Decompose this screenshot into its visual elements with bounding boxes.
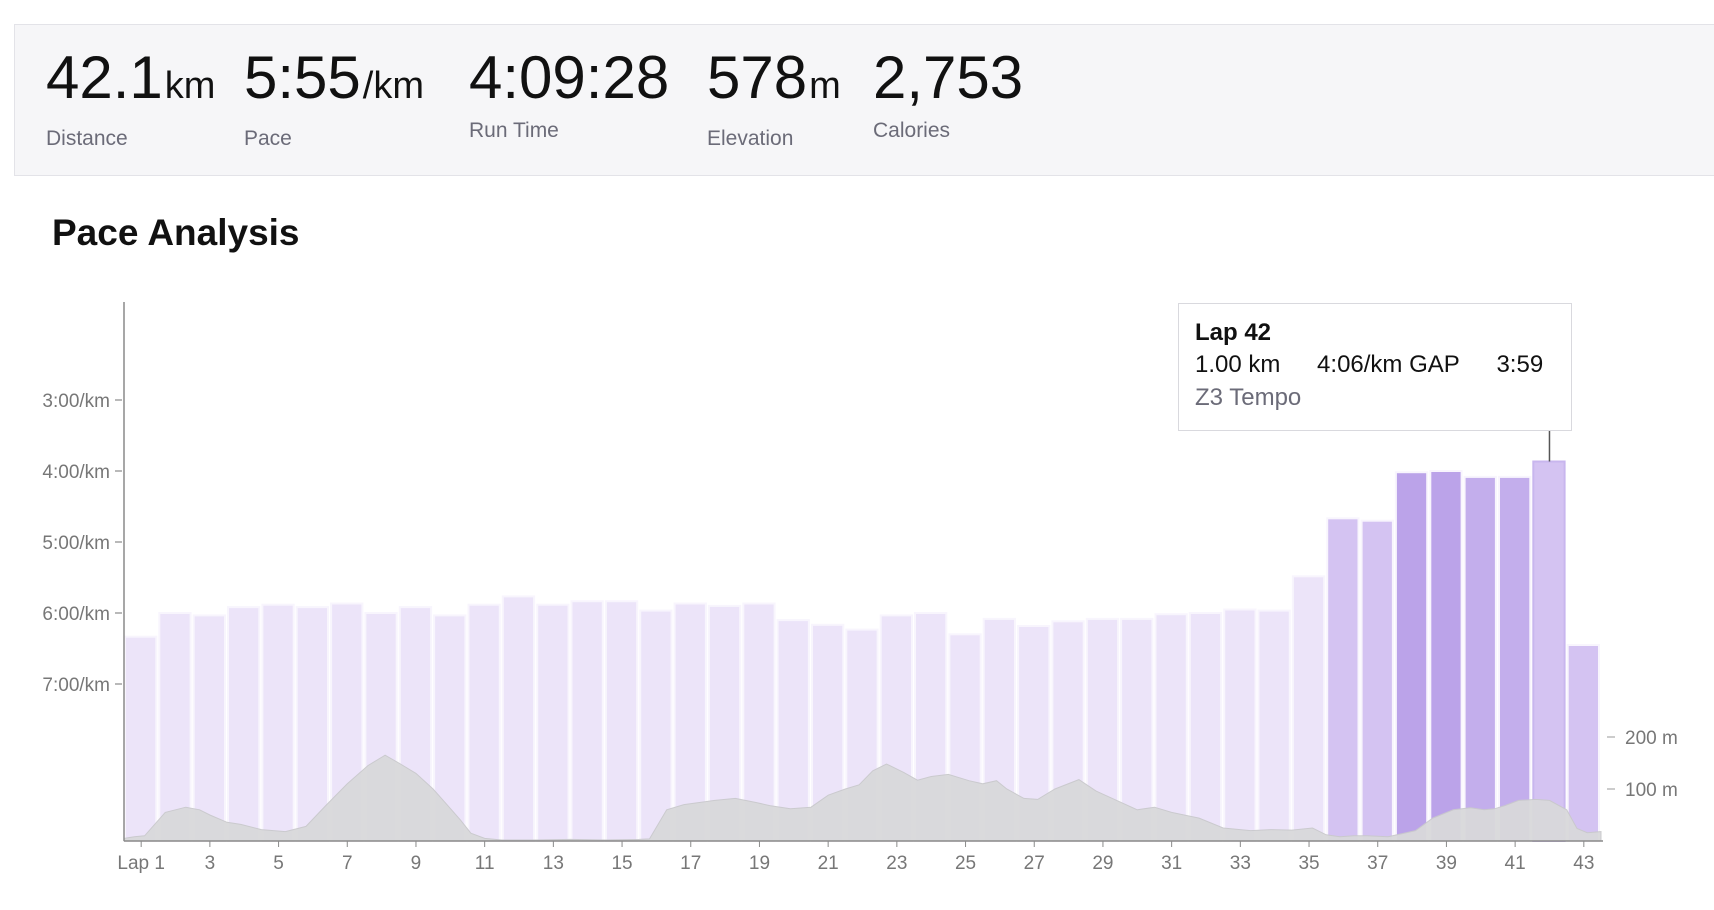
pace-bar-37[interactable] (1360, 519, 1394, 842)
pace-bar-6[interactable] (295, 606, 330, 842)
x-tick-label: 3 (205, 853, 216, 874)
x-tick-label: 39 (1436, 853, 1457, 874)
pace-bar-30[interactable] (1120, 617, 1154, 842)
pace-chart[interactable]: 3:00/km 4:00/km 5:00/km 6:00/km 7:00/km Lap 1… (0, 290, 1714, 900)
x-tick-label: 9 (411, 853, 422, 874)
x-tick-label: 19 (749, 853, 770, 874)
x-tick-label: 25 (955, 853, 976, 874)
stat-calories-label: Calories (873, 119, 951, 142)
x-tick-label: 43 (1573, 853, 1594, 874)
x-tick-label: 13 (543, 853, 564, 874)
stat-elevation-unit: m (809, 65, 841, 107)
stat-pace-value: 5:55 (244, 44, 361, 111)
stats-bar: 42.1km Distance 5:55/km Pace 4:09:28 Run… (14, 24, 1714, 176)
x-tick-label: 29 (1092, 853, 1113, 874)
stat-distance-value: 42.1 (46, 44, 163, 111)
tooltip-title: Lap 42 (1195, 319, 1272, 346)
x-tick-label: 17 (680, 853, 701, 874)
x-tick-label: 5 (273, 853, 284, 874)
stat-elevation: 578m Elevation (707, 45, 841, 151)
pace-bar-32[interactable] (1188, 612, 1223, 842)
y-tick-label: 3:00/km (42, 391, 110, 412)
stat-pace-unit: /km (362, 65, 424, 107)
stat-run-time-value: 4:09:28 (469, 44, 670, 111)
pace-bar-16[interactable] (639, 609, 673, 842)
x-tick-label: 7 (342, 853, 353, 874)
pace-bar-38[interactable] (1394, 471, 1429, 842)
pace-bar-39[interactable] (1429, 470, 1463, 842)
stat-pace-label: Pace (244, 127, 292, 150)
pace-bar-17[interactable] (673, 602, 707, 842)
pace-bar-11[interactable] (467, 603, 501, 843)
pace-bar-20[interactable] (776, 619, 810, 842)
x-tick-label: 27 (1024, 853, 1045, 874)
pace-bar-5[interactable] (261, 603, 295, 843)
stat-run-time: 4:09:28 Run Time (469, 45, 669, 143)
pace-bar-15[interactable] (604, 600, 639, 843)
stat-elevation-label: Elevation (707, 127, 794, 150)
x-tick-label: 31 (1161, 853, 1182, 874)
y-tick-label: 7:00/km (42, 675, 110, 696)
pace-bar-4[interactable] (227, 606, 261, 842)
x-tick-label: 41 (1505, 853, 1526, 874)
pace-bar-36[interactable] (1326, 517, 1360, 843)
pace-bar-12[interactable] (501, 595, 536, 842)
pace-bar-35[interactable] (1291, 575, 1326, 842)
pace-bar-40[interactable] (1463, 475, 1497, 842)
elevation-tick-label: 200 m (1625, 728, 1678, 749)
stat-distance: 42.1km Distance (46, 45, 215, 151)
pace-bar-34[interactable] (1257, 609, 1291, 842)
x-tick-label: Lap 1 (117, 853, 165, 874)
stat-pace: 5:55/km Pace (244, 45, 424, 151)
x-tick-label: 23 (886, 853, 907, 874)
y-tick-label: 5:00/km (42, 533, 110, 554)
tooltip-distance: 1.00 km (1195, 351, 1281, 378)
pace-bar-33[interactable] (1223, 608, 1257, 842)
pace-bar-3[interactable] (192, 614, 226, 842)
pace-bar-14[interactable] (570, 600, 604, 843)
elevation-area (123, 754, 1602, 842)
stat-calories: 2,753 Calories (873, 45, 1023, 143)
tooltip-zone: Z3 Tempo (1195, 384, 1302, 411)
x-tick-label: 15 (611, 853, 632, 874)
tooltip-time: 3:59 (1496, 351, 1544, 378)
pace-bar-42[interactable] (1532, 460, 1566, 842)
stat-distance-label: Distance (46, 127, 128, 150)
tooltip-gap: 4:06/km GAP (1317, 351, 1460, 378)
x-tick-label: 35 (1298, 853, 1319, 874)
stat-distance-unit: km (164, 65, 216, 107)
stat-elevation-value: 578 (707, 44, 808, 111)
pace-bar-13[interactable] (536, 603, 570, 843)
pace-bar-43[interactable] (1566, 644, 1600, 842)
x-tick-label: 37 (1367, 853, 1388, 874)
y-tick-label: 6:00/km (42, 604, 110, 625)
stat-run-time-label: Run Time (469, 119, 559, 142)
stat-calories-value: 2,753 (873, 44, 1024, 111)
y-tick-label: 4:00/km (42, 462, 110, 483)
x-tick-label: 11 (475, 853, 495, 874)
x-tick-label: 21 (818, 853, 839, 874)
page-title: Pace Analysis (52, 212, 300, 253)
elevation-tick-label: 100 m (1625, 780, 1678, 801)
pace-bar-31[interactable] (1154, 613, 1188, 843)
pace-bar-1[interactable] (124, 635, 158, 843)
lap-tooltip: Lap 42 1.00 km 4:06/km GAP 3:59 Z3 Tempo (1178, 303, 1572, 431)
pace-bar-41[interactable] (1498, 475, 1532, 842)
x-tick-label: 33 (1230, 853, 1251, 874)
